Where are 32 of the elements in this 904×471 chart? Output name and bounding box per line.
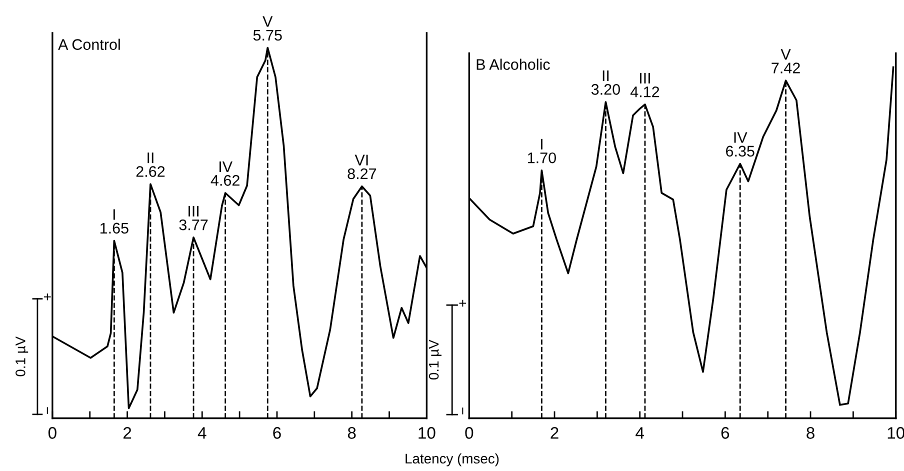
ref-line-label: II 3.20 — [591, 70, 620, 95]
text: 0.1 µV — [428, 340, 442, 380]
x-tick-label: 0 — [465, 427, 474, 439]
x-tick-label: 10 — [418, 427, 436, 439]
x-tick-label: 2 — [550, 427, 558, 439]
text: + — [459, 300, 466, 307]
x-tick-label: 8 — [348, 427, 356, 439]
text: − — [46, 407, 48, 414]
ref-line-label: V 5.75 — [253, 16, 282, 41]
ref-line-label: III 4.12 — [630, 72, 660, 98]
x-axis-title: Latency (msec) — [406, 453, 499, 466]
x-tick-label: 4 — [636, 427, 644, 439]
x-tick-label: 10 — [888, 427, 904, 439]
x-tick-label: 6 — [721, 427, 730, 439]
x-tick-label: 4 — [198, 427, 206, 439]
ref-line-label: III 3.77 — [179, 206, 208, 230]
x-tick-label: 2 — [123, 427, 132, 439]
ref-line-label: II 2.62 — [136, 152, 165, 177]
ref-line-label: VI 8.27 — [348, 154, 376, 180]
chart-title: B Alcoholic — [476, 58, 550, 70]
text: − — [462, 408, 464, 414]
ref-line-label: IV 4.62 — [210, 161, 240, 186]
text: + — [44, 294, 51, 300]
ref-line-label: I 1.65 — [100, 209, 128, 234]
chart-title: A Control — [58, 38, 120, 50]
x-tick-label: 6 — [273, 427, 281, 439]
ref-line-label: IV 6.35 — [726, 132, 754, 157]
x-tick-label: 0 — [48, 427, 56, 439]
ref-line-label: I 1.70 — [528, 138, 556, 164]
ref-line-label: V 7.42 — [772, 49, 800, 74]
x-tick-label: 8 — [806, 427, 814, 439]
text: 0.1 µV — [16, 336, 28, 376]
